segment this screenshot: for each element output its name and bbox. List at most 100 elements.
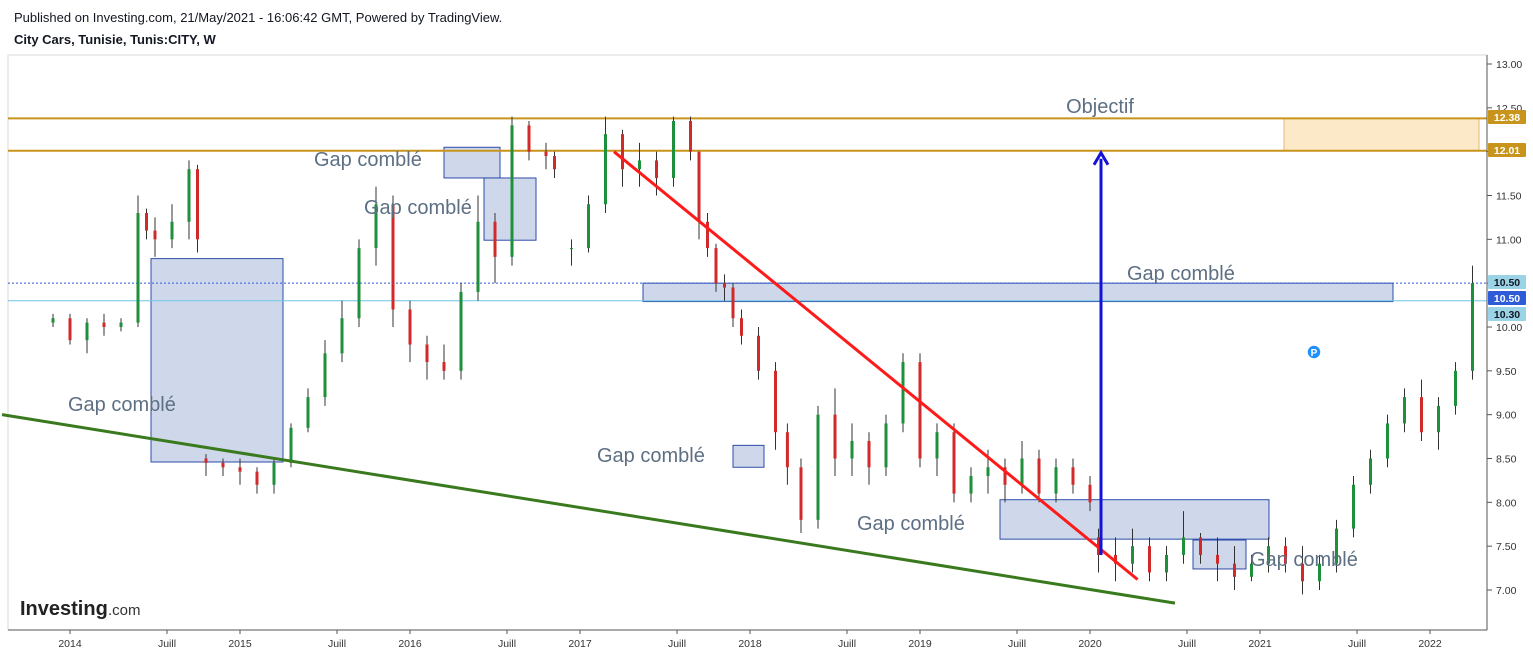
candle-body [1233,563,1236,577]
candle-body [323,353,327,398]
candle-body [272,462,276,485]
candle-body [238,467,242,472]
price-tag-label: 10.50 [1494,293,1520,305]
candle-body [1037,458,1041,494]
annotations: Objectif Gap comblé Gap comblé Gap comblé Ga… [68,96,1358,571]
gap-zone [642,282,1394,303]
candle-body [374,204,378,249]
candle-body [621,134,624,170]
x-tick-label: 2019 [908,638,932,650]
target-label: Objectif [1066,96,1134,118]
resistance-levels [8,117,1487,302]
logo-suffix: .com [108,602,141,619]
target-arrow-head [1092,149,1110,166]
candle-body [969,476,973,494]
candle-body [935,432,939,459]
gap-zones [150,146,1394,570]
candle-body [952,432,956,494]
x-tick-label: 2021 [1248,638,1272,650]
candle-body [170,221,174,240]
candle-body [68,318,72,341]
candle-body [986,467,990,477]
published-info: Published on Investing.com, 21/May/2021 … [14,10,503,25]
candle-body [289,427,293,463]
candle-body [544,151,548,157]
candle-body [1131,546,1134,564]
candle-body [136,213,140,323]
candle-body [1437,405,1440,433]
candle-body [785,432,789,468]
candle-body [553,156,556,170]
gap-label: Gap comblé [364,197,472,219]
candle-body [153,230,157,240]
candle-body [1071,467,1075,485]
candle-body [510,125,514,257]
price-tags: 12.38 12.01 10.50 10.50 10.30 [1488,110,1526,321]
candle-body [850,440,854,459]
candle-body [901,362,905,424]
price-tag-label: 10.30 [1494,309,1520,321]
x-tick-label: Juill [1348,638,1366,650]
candle-body [476,221,480,292]
axes: 13.0012.5012.0011.5011.0010.5010.009.509… [8,55,1522,650]
candle-body [1403,397,1406,424]
candle-body [1267,546,1270,564]
candle-body [740,318,743,336]
candle-body [187,169,191,222]
candle-body [306,397,310,428]
price-tag [1488,291,1526,305]
price-tag [1488,143,1526,157]
candle-body [357,248,361,319]
candle-body [1054,467,1058,494]
candle-body [1148,546,1151,573]
resistance-trendline [613,150,1139,581]
x-tick-label: Juill [668,638,686,650]
candle-body [1284,546,1287,564]
candle-body [655,160,658,178]
candle-body [527,125,531,152]
candle-body [221,462,225,468]
gap-label: Gap comblé [857,513,965,535]
candle-body [604,134,607,205]
y-tick-label: 8.50 [1496,454,1517,466]
y-tick-label: 13.00 [1496,59,1522,71]
x-tick-label: 2017 [568,638,592,650]
x-tick-label: Juill [498,638,516,650]
candle-body [833,414,837,459]
candle-body [1420,397,1423,433]
candle-body [1114,554,1117,564]
candle-body [1318,563,1321,582]
logo-brand: Investing [20,598,108,620]
x-tick-label: Juill [1008,638,1026,650]
x-tick-label: 2016 [398,638,422,650]
candle-body [774,370,777,433]
candle-body [196,169,199,240]
candle-body [918,362,922,459]
candle-body [731,287,735,319]
candle-body [1020,458,1024,485]
candle-body [425,344,429,363]
x-tick-label: Juill [838,638,856,650]
candle-body [884,423,888,468]
candle-body [689,120,692,152]
candle-body [119,322,123,327]
pivot-marker [1306,344,1322,360]
gap-label: Gap comblé [1250,549,1358,571]
candle-body [570,248,573,250]
candle-body [340,318,344,354]
x-tick-label: 2022 [1418,638,1442,650]
candle-body [816,414,820,520]
y-tick-label: 7.00 [1496,585,1517,597]
candle-body [1301,563,1304,582]
investing-logo: Investing .com [20,598,141,620]
gap-label: Gap comblé [1127,263,1235,285]
target-zone [1283,117,1480,152]
candle-body [1369,458,1372,485]
price-tag [1488,307,1526,321]
x-tick-label: 2014 [58,638,82,650]
symbol-title: City Cars, Tunisie, Tunis:CITY, W [14,32,216,47]
x-tick-label: Juill [328,638,346,650]
candle-body [799,467,803,520]
price-tag-label: 10.50 [1494,277,1520,289]
